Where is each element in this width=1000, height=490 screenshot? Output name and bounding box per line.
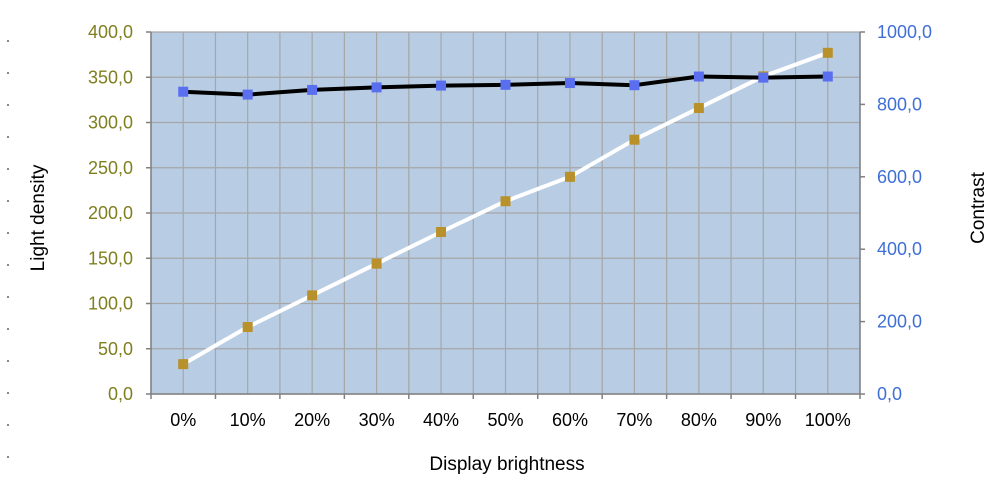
x-tick-label: 90% [745, 410, 781, 430]
light-density-data-point [629, 134, 640, 145]
left-tick-label: 250,0 [88, 158, 133, 178]
left-tick-label: 350,0 [88, 67, 133, 87]
x-tick-label: 30% [359, 410, 395, 430]
edge-dot [7, 232, 9, 234]
series-group [178, 47, 833, 370]
contrast-data-point [436, 80, 447, 91]
contrast-data-point [307, 84, 318, 95]
left-tick-label: 400,0 [88, 22, 133, 42]
x-tick-label: 60% [552, 410, 588, 430]
light-density-data-point [371, 258, 382, 269]
light-density-data-point [500, 196, 511, 207]
edge-dot [7, 40, 9, 42]
contrast-data-point [693, 71, 704, 82]
left-tick-label: 300,0 [88, 113, 133, 133]
light-density-data-point [242, 322, 253, 333]
x-tick-label: 0% [170, 410, 196, 430]
contrast-data-point [564, 78, 575, 89]
x-axis-title: Display brightness [429, 454, 584, 475]
light-density-data-point [307, 290, 318, 301]
contrast-data-point [629, 80, 640, 91]
x-tick-label: 40% [423, 410, 459, 430]
light-density-data-point [822, 47, 833, 58]
contrast-data-point [500, 79, 511, 90]
right-tick-label: 1000,0 [877, 22, 932, 42]
left-tick-label: 150,0 [88, 248, 133, 268]
contrast-data-point [371, 82, 382, 93]
left-y-axis-title: Light density [28, 164, 49, 271]
edge-dot [7, 72, 9, 74]
light-density-data-point [564, 171, 575, 182]
edge-dot [7, 424, 9, 426]
edge-dot [7, 456, 9, 458]
light-density-data-point [693, 103, 704, 114]
edge-dot [7, 200, 9, 202]
left-tick-label: 100,0 [88, 294, 133, 314]
x-tick-label: 70% [616, 410, 652, 430]
left-tick-label: 0,0 [108, 384, 133, 404]
tick-labels: 0,0 50,0 100,0 150,0 200,0 250,0 300,0 350,0 400… [88, 22, 932, 430]
edge-dot [7, 264, 9, 266]
contrast-data-point [822, 71, 833, 82]
right-y-axis-title: Contrast [968, 171, 989, 244]
contrast-data-point [758, 72, 769, 83]
x-tick-label: 20% [294, 410, 330, 430]
contrast-data-point [242, 89, 253, 100]
edge-dot [7, 104, 9, 106]
right-tick-label: 600,0 [877, 167, 922, 187]
right-tick-label: 400,0 [877, 239, 922, 259]
left-tick-label: 200,0 [88, 203, 133, 223]
left-tick-label: 50,0 [98, 339, 133, 359]
edge-dot [7, 168, 9, 170]
x-tick-label: 100% [805, 410, 851, 430]
contrast-data-point [178, 86, 189, 97]
right-tick-label: 200,0 [877, 312, 922, 332]
edge-dot [7, 360, 9, 362]
edge-dot [7, 296, 9, 298]
right-tick-label: 0,0 [877, 384, 902, 404]
light-density-data-point [436, 227, 447, 238]
edge-dot [7, 136, 9, 138]
right-tick-label: 800,0 [877, 94, 922, 114]
light-density-data-point [178, 359, 189, 370]
axes [146, 31, 865, 399]
x-tick-label: 80% [681, 410, 717, 430]
edge-dot [7, 392, 9, 394]
x-tick-label: 10% [230, 410, 266, 430]
edge-dot [7, 328, 9, 330]
x-tick-label: 50% [487, 410, 523, 430]
